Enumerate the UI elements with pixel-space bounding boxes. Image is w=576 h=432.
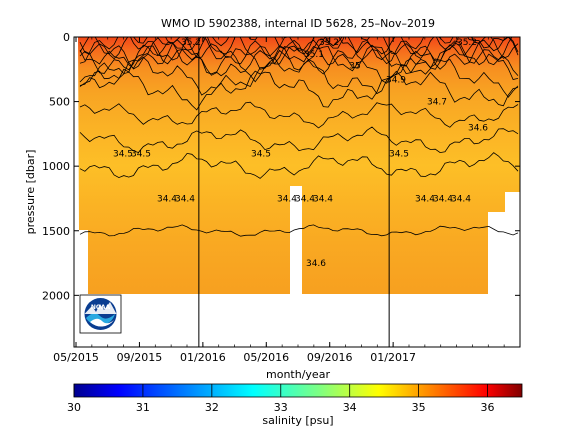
colorbar-ticks: 30 31 32 33 34 35 36: [67, 384, 495, 414]
chart-title: WMO ID 5902388, internal ID 5628, 25–Nov…: [161, 17, 435, 30]
colorbar-tick-label: 32: [205, 401, 219, 414]
contour-label: 34.9: [386, 76, 406, 86]
contour-label: 34.5: [251, 149, 271, 159]
contour-label: 34.4: [157, 194, 177, 204]
colorbar-tick-label: 30: [67, 401, 81, 414]
contour-line: [79, 56, 519, 98]
contour-label: 35.1: [304, 50, 324, 60]
contour-line: [79, 224, 519, 237]
x-tick-label: 09/2016: [307, 351, 353, 364]
contour-line: [79, 68, 519, 111]
y-tick-label: 2000: [42, 289, 70, 302]
colorbar-tick-label: 34: [343, 401, 357, 414]
contour-line: [79, 101, 519, 129]
contour-lines: [79, 37, 519, 237]
y-tick-label: 500: [49, 96, 70, 109]
contour-line-surface: [79, 37, 519, 71]
contour-label: 34.5: [113, 149, 133, 159]
contour-label: 34.5: [131, 149, 151, 159]
contour-label: 35.2: [319, 38, 339, 48]
year-lines: [198, 37, 390, 347]
contour-label: 34.4: [451, 194, 471, 204]
x-axis-label: month/year: [266, 368, 330, 381]
contour-line-surface: [79, 39, 519, 76]
contour-label: 34.5: [389, 149, 409, 159]
x-tick-label: 01/2016: [180, 351, 226, 364]
contour-label: 34.4: [295, 194, 315, 204]
colorbar-tick-label: 36: [481, 401, 495, 414]
noaa-logo: NOAA: [79, 294, 122, 334]
contour-line-surface: [79, 37, 519, 61]
contour-label: 34.4: [415, 194, 435, 204]
x-axis: 05/2015 09/2015 01/2016 05/2016 09/2016 01/20…: [53, 37, 521, 364]
colorbar: 30 31 32 33 34 35 36: [67, 383, 523, 414]
colorbar-label: salinity [psu]: [262, 414, 333, 427]
colorbar-tick-label: 35: [412, 401, 426, 414]
x-tick-label: 01/2017: [370, 351, 416, 364]
colorbar-tick-label: 31: [136, 401, 150, 414]
contour-label: 35.2: [181, 38, 201, 48]
contour-label: 34.6: [468, 123, 488, 133]
x-tick-label: 09/2015: [117, 351, 163, 364]
contour-line: [79, 152, 519, 179]
salinity-field: [78, 37, 520, 294]
plot-frame: [73, 36, 521, 348]
colorbar-tick-label: 33: [274, 401, 288, 414]
contour-line: [79, 37, 519, 70]
y-tick-label: 0: [63, 31, 70, 44]
x-tick-label: 05/2015: [53, 351, 99, 364]
y-tick-label: 1000: [42, 160, 70, 173]
y-axis-label: pressure [dbar]: [24, 150, 37, 235]
contour-label: 34.6: [306, 259, 326, 269]
contour-line: [79, 126, 519, 154]
y-tick-label: 1500: [42, 225, 70, 238]
y-axis: 0 500 1000 1500 2000: [42, 31, 520, 302]
contour-label: 35.2: [457, 38, 477, 48]
contour-line-surface: [79, 37, 513, 65]
x-tick-label: 05/2016: [243, 351, 289, 364]
contour-label: 34.7: [427, 98, 447, 108]
contour-label: 34.4: [313, 194, 333, 204]
contour-label: 34.4: [277, 194, 297, 204]
contour-label: 34.4: [433, 194, 453, 204]
contour-label: 35: [349, 61, 360, 71]
svg-text:NOAA: NOAA: [91, 304, 111, 311]
contour-label: 34.4: [175, 194, 195, 204]
